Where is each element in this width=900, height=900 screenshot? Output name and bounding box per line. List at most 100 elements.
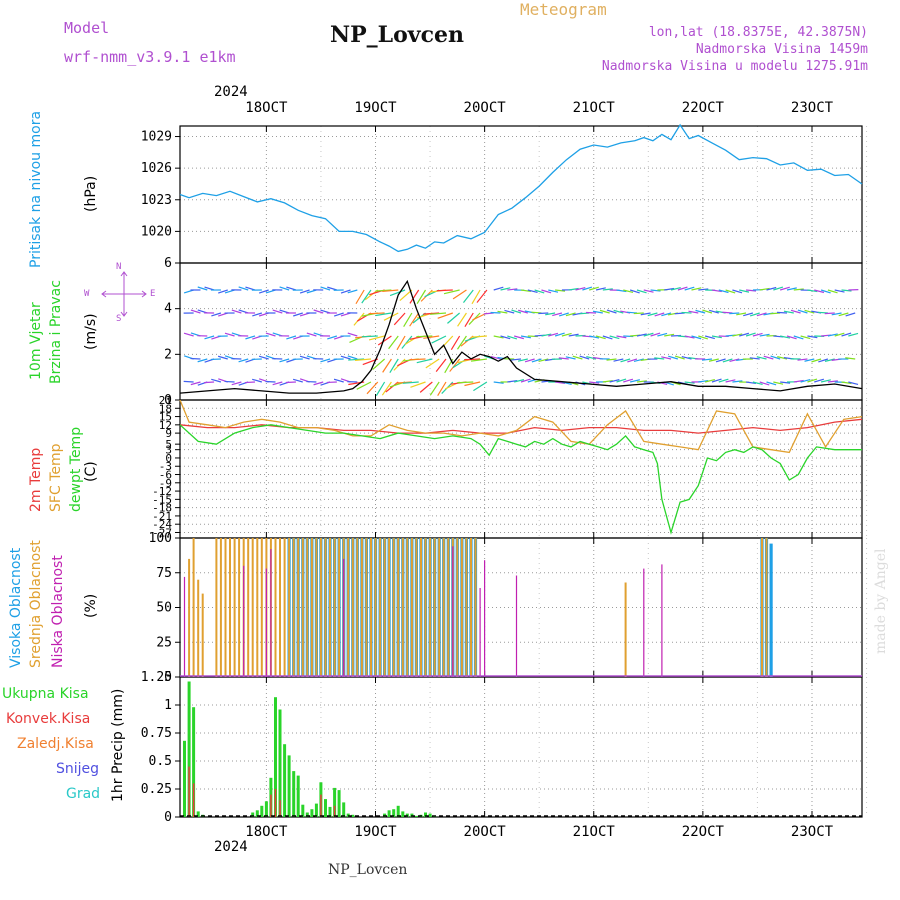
cloud-bar-low [343,558,345,677]
wind-barb [661,356,672,360]
wind-barb [541,333,552,337]
wind-barb [718,378,729,383]
wind-barb [476,289,488,303]
wind-barb [797,358,808,361]
wind-barb [435,358,447,373]
wind-barb [629,289,640,294]
wind-barb [807,378,818,383]
model-label: Model [64,19,110,37]
wind-barb [258,355,269,360]
cloud-bar-mid [324,538,327,677]
wind-barb [759,381,770,386]
wind-barb [452,289,467,300]
precipitation-ytick-label: 0 [164,810,172,825]
wind-barb [286,335,297,340]
wind-barb [252,378,263,383]
product-title: Meteogram [520,0,607,19]
wind-barb [684,381,695,384]
wind-barb [538,358,549,363]
wind-barb [595,287,606,291]
wind-barb [817,311,828,314]
precip-bar-total [333,787,337,817]
wind-barb [814,378,825,383]
wind-barb [313,309,324,314]
wind-barb [848,332,859,337]
wind-barb [643,332,654,337]
compass-n: N [116,262,122,272]
cloud-bar-mid [310,538,313,677]
wind-barb [763,355,774,360]
wind-barb [361,335,378,338]
wind-barb [333,312,344,317]
wind-barb [729,358,740,362]
wind-barb [698,379,709,383]
wind-barb [592,310,603,314]
precip-legend-freezing: Zaledj.Kisa [17,736,94,752]
temperature-frame [179,399,863,539]
wind-barb [356,381,372,390]
cloud-bar-mid [329,538,331,677]
temperature-ytick-label: -18 [152,502,172,515]
wind-barb [702,309,713,314]
wind-barb [497,310,508,314]
wind-barb [354,358,372,362]
cloud-bar-mid [251,538,254,677]
cloud-bar-mid [219,538,222,677]
wind-barb [616,335,627,339]
wind-barb [464,358,481,361]
cloud-bar-mid [297,538,300,677]
wind-barb [333,378,344,383]
precip-bar-total [187,681,191,817]
cloud-bar-mid [233,538,236,677]
cloud-bar-mid [338,538,341,677]
cloud-bar-mid [238,538,241,677]
wind-barb [777,356,788,360]
precip-bar-total [301,804,305,817]
cloud-bar-mid [415,538,418,677]
day-label-bottom: 23OCT [791,824,834,840]
wind-barb [393,312,406,326]
day-label-top: 19OCT [354,100,397,116]
cloud-bar-mid [460,538,463,677]
wind-barb [827,380,838,383]
wind-barb [770,355,781,360]
precip-bar-total [305,812,309,817]
cloud-bar-mid [365,538,368,677]
wind-barb [773,381,784,385]
wind-barb [231,309,242,314]
cloud-bar-mid [401,538,404,677]
wind-barb [736,312,747,316]
wind-barb [514,379,525,383]
wind-barb [197,358,208,363]
wind-barb [811,358,822,363]
wind-barb [756,312,767,317]
wind-barb [711,335,722,339]
precip-bar-total [387,810,391,817]
temperature-ytick-label: 15 [159,411,172,424]
wind-barb [531,358,542,363]
wind-barb [457,381,474,384]
precip-bar-convective [188,766,190,817]
wind-barb [708,358,719,362]
cloud-bar-mid [624,582,627,677]
wind-barb [347,355,358,360]
wind-barb [779,286,790,291]
wind-barb [650,289,661,292]
cloud-bar-mid [447,538,450,677]
day-label-bottom: 22OCT [682,824,725,840]
wind-barb [609,379,620,383]
wind-barb [845,357,856,360]
wind-barb [820,379,831,383]
day-label-bottom: 18OCT [245,824,288,840]
precip-bar-total [342,802,346,817]
cloud-bar-mid [283,538,286,677]
precip-bar-total [278,709,282,817]
wind-barb [258,289,269,294]
wind-barb [677,286,688,291]
wind-barb [493,286,504,291]
precip-bar-convective [192,783,195,817]
wind-barb [759,333,770,337]
wind-barb [555,381,566,384]
cloud-bar-mid [229,538,231,677]
temperature-ytick-label: 21 [159,394,172,407]
